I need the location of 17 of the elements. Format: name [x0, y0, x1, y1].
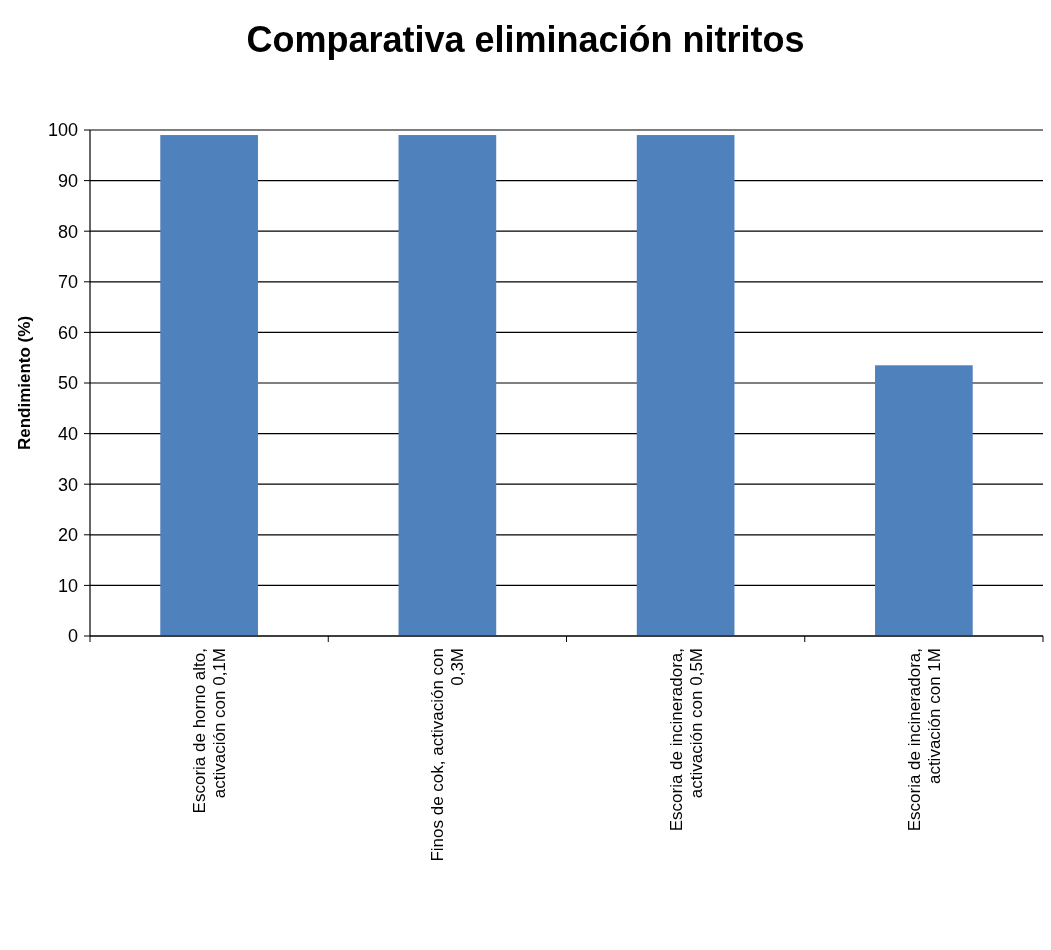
x-tick-label: Escoria de incineradora, activación con 1M — [904, 648, 944, 832]
y-tick-label: 70 — [57, 272, 78, 293]
y-tick-label: 50 — [57, 373, 78, 394]
y-tick-label: 90 — [57, 170, 78, 191]
y-tick-label: 60 — [57, 322, 78, 343]
y-axis-title: Rendimiento (%) — [15, 315, 34, 451]
y-tick-label: 40 — [57, 423, 78, 444]
chart-title: Comparativa eliminación nitritos — [246, 19, 805, 60]
y-tick-label: 0 — [67, 626, 78, 647]
y-tick-label: 20 — [57, 525, 78, 546]
y-tick-label: 10 — [57, 575, 78, 596]
x-tick-label: Escoria de incineradora, activación con 0,5M — [666, 648, 706, 832]
y-tick-label: 30 — [57, 474, 78, 495]
y-tick-label: 100 — [47, 120, 78, 141]
y-tick-label: 80 — [57, 221, 78, 242]
x-tick-label: Escoria de horno alto, activación con 0,1M — [190, 648, 230, 814]
x-tick-label: Finos de cok, activación con 0,3M — [428, 648, 468, 862]
